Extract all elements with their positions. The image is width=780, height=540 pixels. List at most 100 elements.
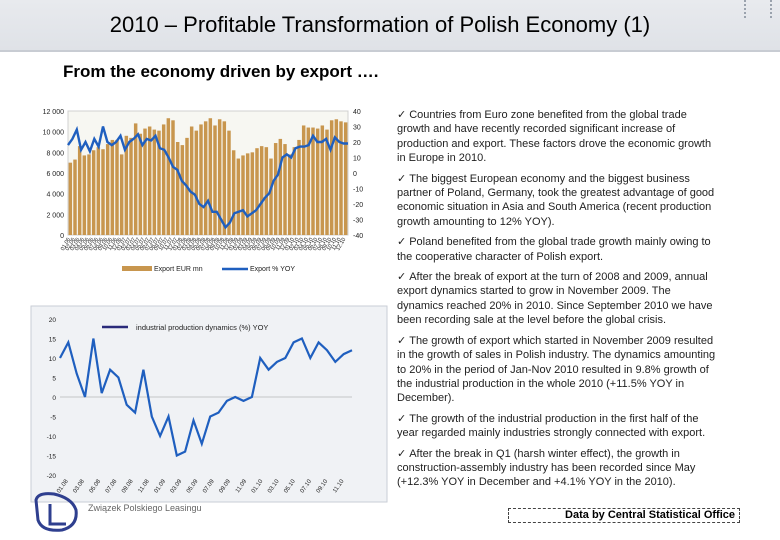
export-bar xyxy=(273,143,278,235)
y-left-tick-label: 2 000 xyxy=(46,212,64,219)
export-bar xyxy=(175,142,180,235)
export-bar xyxy=(87,154,91,235)
export-bar xyxy=(157,130,161,235)
check-icon: ✓ xyxy=(397,172,407,185)
export-bar xyxy=(73,159,77,235)
chart-frame xyxy=(30,305,388,503)
bullet-item: ✓ The biggest European economy and the bi… xyxy=(397,172,715,228)
check-icon: ✓ xyxy=(397,447,407,460)
legend-label: industrial production dynamics (%) YOY xyxy=(136,323,268,332)
check-icon: ✓ xyxy=(397,412,407,425)
export-bar xyxy=(171,120,175,235)
bullet-item: ✓ Countries from Euro zone benefited from… xyxy=(397,109,712,165)
y-right-tick-label: 20 xyxy=(353,140,361,147)
export-bar xyxy=(180,145,185,235)
logo-text: Związek Polskiego Leasingu xyxy=(88,503,202,513)
y-tick-label: -15 xyxy=(47,454,57,461)
y-right-tick-label: 0 xyxy=(353,171,357,178)
bullet-item: ✓ The growth of the industrial production… xyxy=(397,412,706,440)
bullet-list: ✓ Countries from Euro zone benefited from… xyxy=(397,108,719,496)
export-bar xyxy=(269,158,273,235)
export-bar xyxy=(245,153,250,235)
export-bar xyxy=(124,135,129,235)
y-right-tick-label: 10 xyxy=(353,156,361,163)
export-bar xyxy=(339,121,343,235)
title-bar xyxy=(0,0,780,52)
export-bar xyxy=(147,126,152,235)
export-bar xyxy=(166,118,171,235)
y-left-tick-label: 4 000 xyxy=(46,192,64,199)
x-tick-label: 11.09 xyxy=(275,237,287,252)
export-bar xyxy=(68,162,73,235)
slide-title: 2010 – Profitable Transformation of Poli… xyxy=(109,12,651,37)
y-tick-label: 5 xyxy=(52,376,56,383)
export-bar xyxy=(236,158,241,235)
legend-bar-swatch xyxy=(122,266,152,271)
export-bar xyxy=(189,126,194,235)
export-bar xyxy=(119,154,124,235)
export-yoy-line xyxy=(67,125,348,230)
export-bar xyxy=(91,150,96,235)
export-bar xyxy=(161,124,166,235)
x-tick-label: 11.10 xyxy=(331,237,343,252)
export-bar xyxy=(110,139,115,235)
export-bar xyxy=(115,139,119,235)
y-left-tick-label: 0 xyxy=(60,233,64,240)
export-bar xyxy=(152,129,157,235)
export-bar xyxy=(96,147,101,235)
export-bar xyxy=(203,121,208,235)
x-tick-label: 11.08 xyxy=(219,237,231,252)
legend-label: Export % YOY xyxy=(250,266,295,273)
corner-mark xyxy=(744,0,754,18)
y-right-tick-label: 30 xyxy=(353,125,361,132)
export-bar xyxy=(334,119,339,235)
y-right-tick-label: -30 xyxy=(353,218,363,225)
y-tick-label: -10 xyxy=(47,434,57,441)
export-bar xyxy=(208,118,213,235)
export-bar xyxy=(231,150,236,235)
bullet-item: ✓ After the break in Q1 (harsh winter eff… xyxy=(397,447,696,489)
bullet-item: ✓ Poland benefited from the global trade … xyxy=(397,236,711,263)
export-bar xyxy=(278,138,283,235)
export-bar xyxy=(129,137,133,235)
bullet-item: ✓ After the break of export at the turn o… xyxy=(397,271,713,327)
industrial-production-line xyxy=(59,337,353,458)
export-bar xyxy=(213,125,217,235)
export-bar xyxy=(325,129,329,235)
export-bar xyxy=(217,119,222,235)
export-bar xyxy=(343,122,348,235)
export-bar xyxy=(255,148,259,235)
y-tick-label: -5 xyxy=(50,415,56,422)
y-tick-label: 20 xyxy=(49,317,57,324)
y-left-tick-label: 8 000 xyxy=(46,150,64,157)
check-icon: ✓ xyxy=(397,236,407,249)
export-bar xyxy=(138,133,143,235)
y-tick-label: -20 xyxy=(47,473,57,480)
export-bar xyxy=(259,146,264,235)
y-left-tick-label: 10 000 xyxy=(43,130,65,137)
zpl-logo xyxy=(34,492,78,532)
y-tick-label: 0 xyxy=(52,395,56,402)
x-tick-label: 11.06 xyxy=(107,237,119,252)
y-right-tick-label: 40 xyxy=(353,109,361,116)
export-bar xyxy=(297,139,301,235)
y-right-tick-label: -20 xyxy=(353,202,363,209)
export-bar xyxy=(311,127,315,235)
x-tick-label: 11.07 xyxy=(163,237,175,252)
y-tick-label: 10 xyxy=(49,356,57,363)
export-bar xyxy=(283,144,287,235)
export-bar xyxy=(105,144,110,235)
export-bar xyxy=(143,128,147,235)
export-bar xyxy=(315,128,320,235)
export-bar xyxy=(320,125,325,235)
export-bar xyxy=(199,124,203,235)
plot-area xyxy=(67,110,349,236)
export-bar xyxy=(329,120,334,235)
export-bar xyxy=(82,155,87,235)
check-icon: ✓ xyxy=(397,109,407,121)
export-bar xyxy=(301,125,306,235)
export-bar xyxy=(292,147,297,235)
slide-subtitle: From the economy driven by export …. xyxy=(63,62,379,81)
export-bar xyxy=(101,149,105,235)
